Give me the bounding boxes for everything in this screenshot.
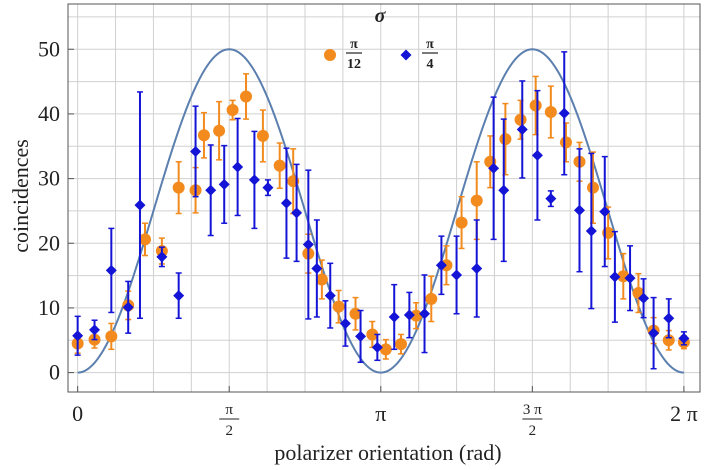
data-point-diamond <box>218 178 230 190</box>
data-layer <box>71 51 690 370</box>
data-point-diamond <box>388 311 400 323</box>
legend: σ π 12 π 4 <box>324 5 438 72</box>
data-point-circle <box>366 328 379 341</box>
data-point-circle <box>559 136 572 149</box>
data-point-circle <box>394 338 407 351</box>
data-point-circle <box>514 113 527 126</box>
data-point-diamond <box>678 332 690 344</box>
data-point-diamond <box>648 327 660 339</box>
data-point-diamond <box>624 272 636 284</box>
data-point-circle <box>213 124 226 137</box>
axis-ticks: 0 10 20 30 40 50 0 π 2 π 3 π 2 2 π <box>38 36 698 439</box>
data-point-diamond <box>190 145 202 157</box>
x-tick-label: 2 π <box>670 401 698 426</box>
data-point-circle <box>256 129 269 142</box>
y-tick-label: 50 <box>38 36 60 61</box>
x-tick-label-numerator: 3 π <box>523 402 542 418</box>
data-point-diamond <box>609 271 621 283</box>
y-tick-label: 30 <box>38 166 60 191</box>
x-tick-label-denominator: 2 <box>529 423 537 439</box>
data-point-diamond <box>280 197 292 209</box>
data-point-diamond <box>89 324 101 336</box>
data-point-diamond <box>531 149 543 161</box>
legend-title: σ <box>375 5 387 27</box>
plot-frame <box>67 3 701 393</box>
data-point-circle <box>172 181 185 194</box>
legend-label-numerator: π <box>426 37 434 52</box>
data-point-diamond <box>291 207 303 219</box>
data-point-diamond <box>585 225 597 237</box>
y-tick-label: 10 <box>38 295 60 320</box>
data-point-circle <box>197 129 210 142</box>
data-point-diamond <box>573 204 585 216</box>
data-point-diamond <box>311 262 323 274</box>
x-tick-label: π <box>375 401 386 426</box>
data-point-diamond <box>355 330 367 342</box>
data-point-diamond <box>105 264 117 276</box>
data-point-diamond <box>419 308 431 320</box>
data-point-diamond <box>599 206 611 218</box>
x-tick-label: 0 <box>72 401 83 426</box>
data-point-circle <box>105 330 118 343</box>
data-point-diamond <box>403 309 415 321</box>
data-point-circle <box>332 300 345 313</box>
data-point-diamond <box>324 290 336 302</box>
y-tick-label: 20 <box>38 230 60 255</box>
data-point-circle <box>499 133 512 146</box>
x-axis-title: polarizer orientation (rad) <box>274 440 501 465</box>
data-point-diamond <box>156 251 168 263</box>
theory-curve <box>77 48 684 374</box>
data-point-circle <box>455 216 468 229</box>
y-axis-title: coincidences <box>8 139 33 253</box>
x-tick-label-denominator: 2 <box>225 423 233 439</box>
x-tick-label-numerator: π <box>225 402 233 418</box>
data-point-circle <box>586 181 599 194</box>
y-tick-label: 40 <box>38 101 60 126</box>
legend-label-denominator: 4 <box>427 57 434 72</box>
series-1 <box>72 51 690 370</box>
data-point-circle <box>379 343 392 356</box>
data-point-diamond <box>663 312 675 324</box>
data-point-circle <box>315 273 328 286</box>
legend-label-numerator: π <box>350 37 358 52</box>
y-tick-label: 0 <box>49 360 60 385</box>
legend-label-denominator: 12 <box>347 57 361 72</box>
data-point-diamond <box>545 193 557 205</box>
data-point-diamond <box>72 330 84 342</box>
data-point-diamond <box>173 290 185 302</box>
data-point-diamond <box>516 123 528 135</box>
data-point-circle <box>544 105 557 118</box>
theory-curve-layer <box>77 48 684 374</box>
data-point-circle <box>226 104 239 117</box>
data-point-diamond <box>248 174 260 186</box>
data-point-diamond <box>134 199 146 211</box>
data-point-circle <box>273 159 286 172</box>
data-point-diamond <box>122 301 134 313</box>
data-point-circle <box>470 194 483 207</box>
legend-marker-circle <box>324 49 336 61</box>
data-point-diamond <box>451 269 463 281</box>
data-point-diamond <box>435 259 447 271</box>
data-point-circle <box>410 309 423 322</box>
data-point-diamond <box>488 162 500 174</box>
data-point-diamond <box>371 341 383 353</box>
data-point-circle <box>425 292 438 305</box>
data-point-circle <box>138 233 151 246</box>
data-point-diamond <box>638 292 650 304</box>
data-point-diamond <box>302 239 314 251</box>
data-point-diamond <box>339 317 351 329</box>
data-point-diamond <box>471 262 483 274</box>
legend-marker-diamond <box>400 49 412 61</box>
data-point-diamond <box>262 182 274 194</box>
grid <box>68 4 700 392</box>
data-point-circle <box>529 99 542 112</box>
data-point-diamond <box>558 107 570 119</box>
data-point-diamond <box>232 161 244 173</box>
data-point-diamond <box>205 184 217 196</box>
data-point-circle <box>240 90 253 103</box>
data-point-diamond <box>498 184 510 196</box>
